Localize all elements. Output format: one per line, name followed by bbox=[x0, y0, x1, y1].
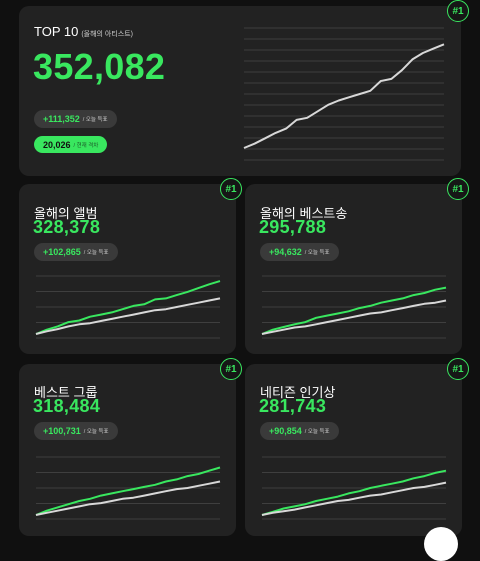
today-votes-badge: +94,632/ 오늘 득표 bbox=[260, 243, 339, 261]
album-chart bbox=[35, 275, 221, 339]
series-line bbox=[261, 481, 447, 516]
best-song-chart bbox=[261, 275, 447, 339]
best-song-total: 295,788 bbox=[259, 217, 327, 237]
today-votes-badge: +90,854/ 오늘 득표 bbox=[260, 422, 339, 440]
top10-title-text: TOP 10 bbox=[34, 24, 79, 39]
album-card[interactable] bbox=[19, 184, 236, 354]
rank-badge: #1 bbox=[447, 178, 469, 200]
rank-badge: #1 bbox=[447, 0, 469, 22]
gap-label: / 현재 격차 bbox=[73, 142, 99, 149]
album-total: 328,378 bbox=[33, 217, 101, 237]
best-song-title: 올해의 베스트송 bbox=[260, 206, 348, 221]
top10-subtitle: (올해의 아티스트) bbox=[81, 31, 134, 38]
gap-value: 20,026 bbox=[43, 139, 71, 150]
today-votes-label: / 오늘 득표 bbox=[82, 117, 108, 123]
today-votes-badge: +102,865/ 오늘 득표 bbox=[34, 243, 118, 261]
rank-badge: #1 bbox=[220, 178, 242, 200]
rank-badge: #1 bbox=[220, 358, 242, 380]
best-group-total: 318,484 bbox=[33, 396, 101, 416]
best-group-title: 베스트 그룹 bbox=[34, 385, 98, 400]
today-votes-value: +94,632 bbox=[269, 247, 302, 257]
netizen-card[interactable] bbox=[245, 364, 462, 536]
album-title: 올해의 앨범 bbox=[34, 206, 98, 221]
today-votes-badge: +100,731/ 오늘 득표 bbox=[34, 422, 118, 440]
today-votes-label: / 오늘 득표 bbox=[83, 429, 109, 435]
today-votes-label: / 오늘 득표 bbox=[304, 250, 330, 256]
floating-button[interactable] bbox=[424, 527, 458, 561]
top10-title: TOP 10 (올해의 아티스트) bbox=[34, 24, 133, 39]
series-line bbox=[243, 43, 445, 149]
top10-total: 352,082 bbox=[33, 46, 166, 87]
today-votes-badge: +111,352/ 오늘 득표 bbox=[34, 110, 117, 128]
today-votes-value: +100,731 bbox=[43, 426, 81, 436]
series-line bbox=[261, 286, 447, 335]
series-line bbox=[35, 280, 221, 335]
series-line bbox=[35, 297, 221, 335]
best-song-card[interactable] bbox=[245, 184, 462, 354]
series-line bbox=[261, 299, 447, 335]
series-line bbox=[261, 469, 447, 516]
today-votes-value: +102,865 bbox=[43, 247, 81, 257]
today-votes-label: / 오늘 득표 bbox=[83, 250, 109, 256]
rank-badge: #1 bbox=[447, 358, 469, 380]
gap-badge: 20,026/ 현재 격차 bbox=[34, 136, 108, 153]
netizen-total: 281,743 bbox=[259, 396, 327, 416]
netizen-chart bbox=[261, 456, 447, 520]
today-votes-label: / 오늘 득표 bbox=[304, 429, 330, 435]
best-group-chart bbox=[35, 456, 221, 520]
netizen-title: 네티즌 인기상 bbox=[260, 385, 336, 400]
series-line bbox=[35, 480, 221, 516]
today-votes-value: +111,352 bbox=[43, 114, 80, 124]
today-votes-value: +90,854 bbox=[269, 426, 302, 436]
top10-chart bbox=[243, 27, 445, 161]
series-line bbox=[35, 466, 221, 516]
